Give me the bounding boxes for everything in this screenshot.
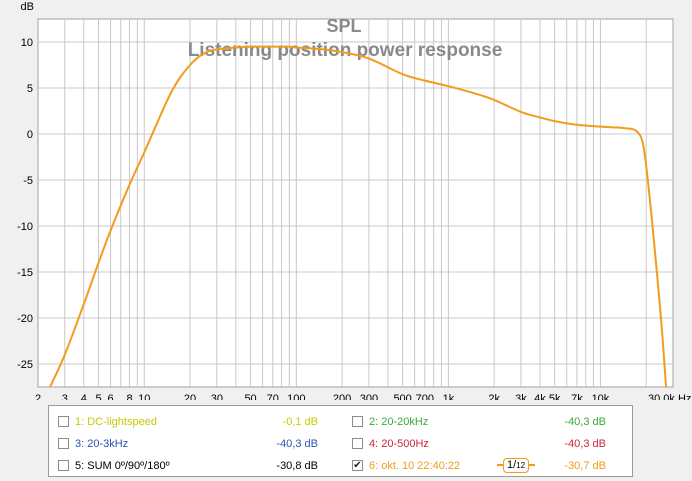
legend-checkbox-5[interactable] [58,460,69,471]
x-tick-label: 5 [95,393,101,400]
legend-label-4: 4: 20-500Hz [369,438,429,450]
legend-item-6[interactable]: ✔ 6: okt. 10 22:40:22 -30,7 dB [352,457,606,475]
x-tick-label: 1k [443,393,455,400]
y-tick-label: 5 [27,83,33,95]
legend-item-1[interactable]: 1: DC-lightspeed -0,1 dB [58,413,318,431]
x-tick-label: 10k [592,393,610,400]
x-tick-label: 7k [571,393,583,400]
y-tick-label: -15 [17,267,33,279]
x-tick-label: 3 [62,393,68,400]
legend-value-6: -30,7 dB [564,460,606,472]
legend-checkbox-1[interactable] [58,416,69,427]
x-tick-label: 3k [515,393,527,400]
x-tick-label: 100 [287,393,305,400]
y-tick-label: 10 [21,37,33,49]
x-tick-label: 700 [416,393,434,400]
smoothing-numerator: 1 [506,459,514,471]
x-tick-label: 2k [488,393,500,400]
x-tick-label: 5k [549,393,561,400]
y-tick-label: -20 [17,313,33,325]
x-tick-label: 30,0k Hz [648,393,691,400]
grid [38,19,673,387]
y-tick-label: -5 [23,175,33,187]
x-tick-label: 4 [81,393,87,400]
series-group [49,45,668,388]
chart-title: SPL [326,16,361,36]
legend-value-1: -0,1 dB [282,416,318,428]
legend-label-6: 6: okt. 10 22:40:22 [369,460,461,472]
legend-label-1: 1: DC-lightspeed [75,416,157,428]
legend-checkbox-2[interactable] [352,416,363,427]
y-axis-label: dB [21,1,34,13]
legend-value-5: -30,8 dB [276,460,318,472]
legend-item-2[interactable]: 2: 20-20kHz -40,3 dB [352,413,606,431]
x-tick-label: 8 [126,393,132,400]
legend-value-3: -40,3 dB [276,438,318,450]
y-tick-label: 0 [27,129,33,141]
x-tick-label: 50 [244,393,256,400]
chart-subtitle: Listening position power response [188,40,503,61]
plot-area [37,18,674,388]
legend-label-3: 3: 20-3kHz [75,438,129,450]
legend-value-4: -40,3 dB [564,438,606,450]
legend-checkbox-4[interactable] [352,438,363,449]
x-tick-label: 200 [333,393,351,400]
x-tick-label: 500 [393,393,411,400]
y-tick-label: -10 [17,221,33,233]
legend-checkbox-6[interactable]: ✔ [352,460,363,471]
legend-item-5[interactable]: 5: SUM 0º/90º/180º -30,8 dB [58,457,318,475]
y-tick-label: -25 [17,359,33,371]
x-tick-label: 6 [107,393,113,400]
legend-label-5: 5: SUM 0º/90º/180º [75,460,170,472]
legend-checkbox-3[interactable] [58,438,69,449]
legend-panel: 1: DC-lightspeed -0,1 dB 2: 20-20kHz -40… [48,405,633,477]
series-line [49,45,668,388]
x-tick-label: 30 [211,393,223,400]
x-tick-labels: 2 3 4 5 6 8 10 20 30 50 70 100 200 300 500 700 1k 2k 3k 4k 5… [35,393,691,400]
x-tick-label: 4k [534,393,546,400]
x-tick-label: 300 [360,393,378,400]
spl-chart: SPL Listening position power response dB… [17,1,691,400]
legend-value-2: -40,3 dB [564,416,606,428]
x-tick-label: 70 [267,393,279,400]
y-tick-labels: 10 5 0 -5 -10 -15 -20 -25 [17,37,33,371]
x-tick-label: 10 [138,393,150,400]
legend-item-3[interactable]: 3: 20-3kHz -40,3 dB [58,435,318,453]
x-tick-label: 20 [184,393,196,400]
legend-label-2: 2: 20-20kHz [369,416,429,428]
legend-item-4[interactable]: 4: 20-500Hz -40,3 dB [352,435,606,453]
smoothing-badge[interactable]: 1/12 [497,458,535,473]
smoothing-denominator: 12 [516,461,526,470]
x-tick-label: 2 [35,393,41,400]
